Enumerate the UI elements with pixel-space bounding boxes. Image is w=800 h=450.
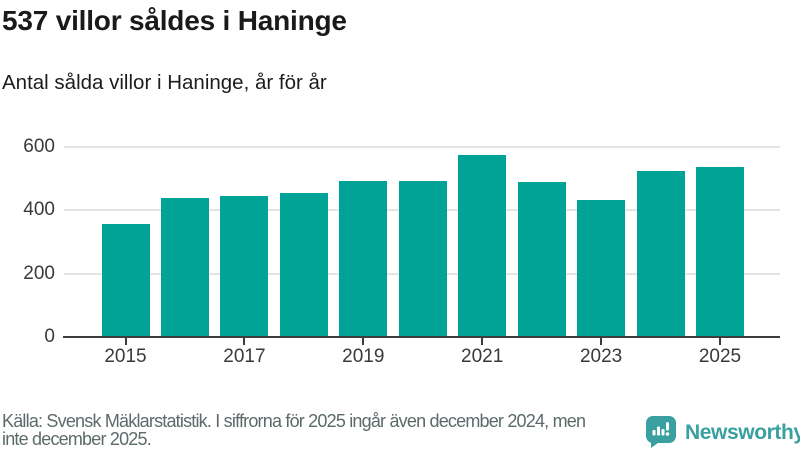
newsworthy-logo[interactable]: Newsworthy (646, 416, 800, 449)
x-axis-label-2025: 2025 (698, 346, 742, 367)
bar-2024 (636, 170, 685, 337)
bar-2016 (160, 198, 209, 337)
chart-title: 537 villor såldes i Haninge (2, 5, 347, 36)
x-tick-2015 (124, 338, 127, 345)
x-axis-label-2017: 2017 (223, 346, 266, 367)
source-footnote-line2: inte december 2025. (2, 428, 152, 449)
bar-2022 (517, 181, 566, 337)
x-axis-label-2019: 2019 (342, 346, 385, 367)
bar-2023 (577, 200, 626, 337)
newsworthy-logo-text: Newsworthy (685, 421, 800, 444)
bar-2020 (398, 181, 447, 337)
x-axis-label-2015: 2015 (104, 346, 147, 367)
y-gridline-600 (64, 146, 780, 148)
bar-2018 (279, 192, 328, 337)
chart-subtitle: Antal sålda villor i Haninge, år för år (2, 71, 327, 94)
bar-2015 (101, 223, 150, 337)
x-tick-2021 (481, 338, 484, 345)
y-axis-label-0: 0 (44, 326, 55, 347)
bar-2021 (458, 154, 507, 337)
newsworthy-bubble-chart-icon (646, 416, 676, 448)
y-axis-label-400: 400 (23, 199, 55, 221)
x-axis-line (63, 336, 780, 338)
x-axis-label-2023: 2023 (579, 346, 623, 367)
source-footnote-line1: Källa: Svensk Mäklarstatistik. I siffror… (2, 411, 586, 431)
bar-2019 (339, 181, 388, 337)
y-axis-label-200: 200 (23, 262, 55, 284)
y-axis-label-600: 600 (23, 136, 55, 157)
x-tick-2023 (600, 338, 603, 345)
x-tick-2019 (362, 338, 365, 345)
bar-2017 (220, 196, 269, 337)
source-footnote: Källa: Svensk Mäklarstatistik. I siffror… (2, 411, 586, 449)
x-tick-2017 (243, 338, 246, 345)
x-axis-label-2021: 2021 (461, 346, 504, 367)
x-tick-2025 (719, 338, 721, 345)
bar-2025 (696, 166, 744, 337)
